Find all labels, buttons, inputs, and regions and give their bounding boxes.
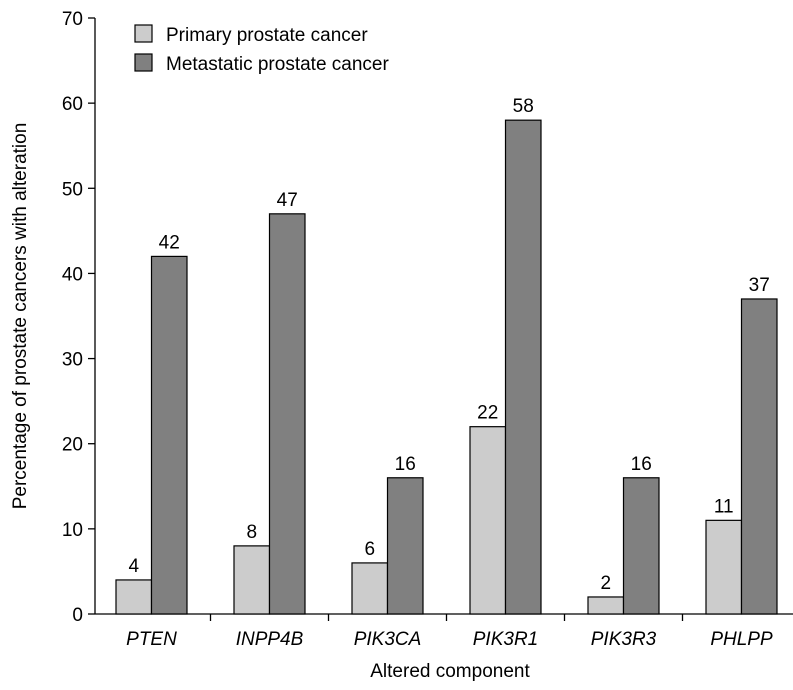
bar-metastatic <box>386 477 424 615</box>
x-tick-label: PIK3CA <box>354 629 422 650</box>
data-label: 4 <box>128 556 139 577</box>
bar-primary <box>705 519 743 615</box>
bar-primary <box>587 596 625 615</box>
data-label: 6 <box>364 539 375 560</box>
legend-swatch-metastatic <box>134 53 153 72</box>
data-label: 16 <box>631 454 652 475</box>
y-tick-label: 40 <box>62 264 83 285</box>
x-tick-label: PIK3R3 <box>591 629 657 650</box>
bar-primary <box>233 545 271 615</box>
bar-metastatic <box>740 298 778 615</box>
x-tick-label: PIK3R1 <box>473 629 538 650</box>
y-axis-title: Percentage of prostate cancers with alte… <box>10 123 31 510</box>
x-axis: PTEN INPP4B PIK3CA PIK3R1 PIK3R3 PHLPP <box>95 613 793 650</box>
bar-metastatic <box>150 255 188 615</box>
bar-metastatic <box>504 119 542 615</box>
legend-swatch-primary <box>134 24 153 43</box>
x-tick-label: INPP4B <box>236 629 304 650</box>
data-label: 42 <box>159 232 180 253</box>
x-tick-label: PTEN <box>126 629 177 650</box>
bar-primary <box>115 579 153 615</box>
bar-metastatic <box>622 477 660 615</box>
data-label: 58 <box>513 96 534 117</box>
x-axis-title: Altered component <box>370 661 530 682</box>
data-label: 47 <box>277 190 298 211</box>
y-axis: 0 10 20 30 40 50 60 70 <box>62 9 96 626</box>
data-label: 22 <box>477 403 498 424</box>
y-tick-label: 60 <box>62 94 83 115</box>
y-tick-label: 0 <box>72 605 83 626</box>
y-tick-label: 50 <box>62 179 83 200</box>
y-tick-label: 20 <box>62 435 83 456</box>
x-tick-label: PHLPP <box>710 629 773 650</box>
bar-metastatic <box>268 213 306 615</box>
data-label: 11 <box>714 496 734 517</box>
data-label: 37 <box>749 275 770 296</box>
legend: Primary prostate cancer Metastatic prost… <box>134 24 389 75</box>
bar-primary <box>469 426 507 615</box>
data-label: 16 <box>395 454 416 475</box>
data-label: 8 <box>246 522 257 543</box>
y-tick-label: 10 <box>62 520 83 541</box>
y-tick-label: 70 <box>62 9 83 30</box>
legend-label-metastatic: Metastatic prostate cancer <box>166 54 389 75</box>
y-tick-label: 30 <box>62 350 83 371</box>
data-label: 2 <box>600 573 611 594</box>
bars <box>115 119 778 615</box>
legend-label-primary: Primary prostate cancer <box>166 25 368 46</box>
data-labels: 4 42 8 47 6 16 22 58 2 16 11 37 <box>128 96 769 594</box>
bar-primary <box>351 562 389 615</box>
